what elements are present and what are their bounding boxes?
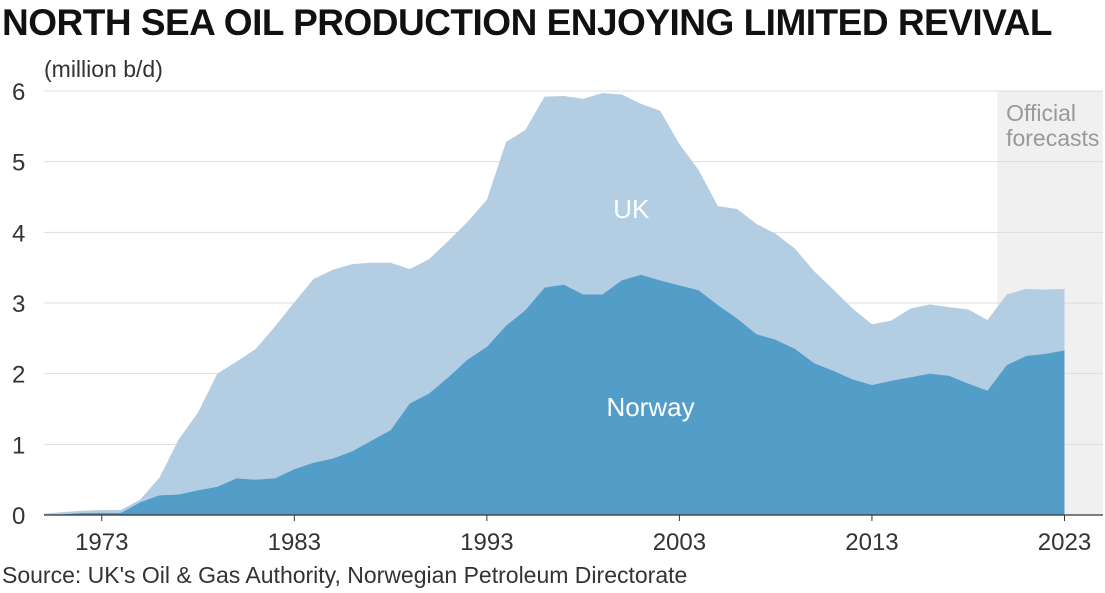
- x-tick-label: 2023: [1038, 529, 1091, 556]
- y-axis-unit-label: (million b/d): [44, 56, 163, 82]
- y-tick-label: 0: [12, 503, 25, 530]
- y-tick-label: 3: [12, 291, 25, 318]
- norway-area-label: Norway: [606, 392, 694, 422]
- x-tick-label: 1993: [460, 529, 513, 556]
- chart-title: NORTH SEA OIL PRODUCTION ENJOYING LIMITE…: [2, 2, 1052, 43]
- source-note: Source: UK's Oil & Gas Authority, Norweg…: [2, 562, 688, 588]
- x-tick-label: 2003: [653, 529, 706, 556]
- uk-area: [44, 93, 1065, 516]
- axes: 1973 1983 1993 2003 2013 2023 0 1 2 3 4 5 6: [12, 79, 1103, 556]
- x-tick-label: 1983: [268, 529, 321, 556]
- y-tick-label: 4: [12, 220, 25, 247]
- forecast-label-line: forecasts: [1006, 125, 1099, 151]
- y-tick-label: 6: [12, 79, 25, 106]
- x-tick-label: 2013: [845, 529, 898, 556]
- uk-area-label: UK: [613, 194, 650, 224]
- area-labels: UK Norway: [606, 194, 694, 422]
- y-tick-label: 5: [12, 150, 25, 177]
- y-tick-label: 1: [12, 432, 25, 459]
- y-tick-label: 2: [12, 362, 25, 389]
- forecast-label-line: Official: [1006, 100, 1076, 126]
- stacked-areas: [44, 93, 1065, 516]
- x-tick-label: 1973: [75, 529, 128, 556]
- norway-area: [44, 274, 1065, 515]
